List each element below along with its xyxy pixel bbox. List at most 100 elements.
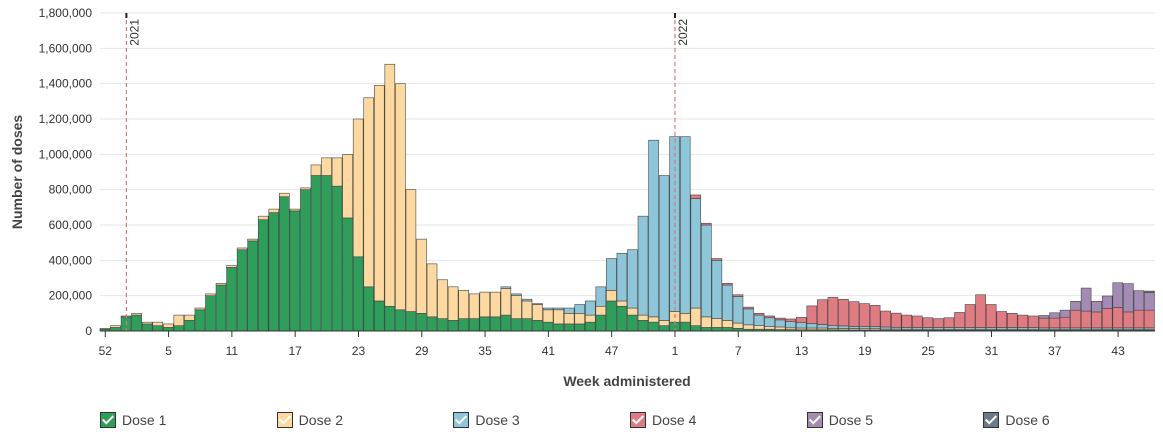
legend-item-dose-2[interactable]: Dose 2	[276, 408, 454, 432]
bar-dose-3[interactable]	[774, 319, 786, 328]
bar-dose-2[interactable]	[584, 314, 596, 323]
bar-dose-1[interactable]	[658, 325, 670, 332]
bar-dose-2[interactable]	[279, 192, 290, 198]
bar-dose-4[interactable]	[943, 317, 955, 328]
bar-dose-2[interactable]	[679, 313, 691, 323]
legend-item-dose-1[interactable]: Dose 1	[100, 408, 277, 432]
bar-dose-1[interactable]	[595, 314, 607, 332]
checkbox-icon[interactable]	[630, 412, 647, 428]
bar-dose-3[interactable]	[701, 224, 712, 318]
bar-dose-4[interactable]	[701, 222, 712, 226]
bar-dose-2[interactable]	[616, 300, 628, 307]
bar-dose-2[interactable]	[658, 320, 670, 326]
bar-dose-1[interactable]	[690, 325, 702, 332]
bar-dose-2[interactable]	[331, 157, 343, 187]
bar-dose-4[interactable]	[1080, 310, 1092, 329]
bar-dose-2[interactable]	[342, 154, 353, 219]
bar-dose-5[interactable]	[1080, 287, 1092, 312]
bar-dose-3[interactable]	[753, 314, 765, 327]
bar-dose-1[interactable]	[352, 256, 364, 332]
bar-dose-1[interactable]	[722, 327, 733, 332]
bar-dose-2[interactable]	[363, 97, 374, 288]
bar-dose-1[interactable]	[184, 320, 195, 332]
bar-dose-4[interactable]	[806, 305, 818, 324]
bar-dose-2[interactable]	[595, 305, 607, 316]
bar-dose-2[interactable]	[764, 326, 775, 330]
bar-dose-1[interactable]	[711, 327, 723, 332]
bar-dose-3[interactable]	[711, 260, 723, 319]
bar-dose-4[interactable]	[1017, 314, 1029, 328]
bar-dose-1[interactable]	[447, 320, 459, 332]
bar-dose-2[interactable]	[553, 309, 564, 325]
bar-dose-1[interactable]	[426, 316, 438, 332]
bar-dose-2[interactable]	[416, 238, 427, 314]
bar-dose-4[interactable]	[722, 282, 733, 286]
bar-dose-5[interactable]	[1144, 292, 1155, 311]
bar-dose-3[interactable]	[584, 300, 596, 316]
bar-dose-4[interactable]	[743, 306, 754, 310]
checkbox-icon[interactable]	[983, 412, 1000, 428]
bar-dose-4[interactable]	[774, 317, 786, 321]
bar-dose-3[interactable]	[648, 139, 659, 318]
bar-dose-2[interactable]	[458, 290, 469, 319]
bar-dose-3[interactable]	[553, 307, 564, 311]
checkbox-icon[interactable]	[276, 412, 293, 428]
bar-dose-1[interactable]	[289, 210, 301, 332]
bar-dose-1[interactable]	[679, 321, 691, 332]
bar-dose-3[interactable]	[859, 326, 870, 329]
bar-dose-3[interactable]	[658, 175, 670, 321]
bar-dose-3[interactable]	[679, 136, 691, 314]
bar-dose-1[interactable]	[257, 219, 269, 332]
bar-dose-3[interactable]	[869, 326, 881, 329]
bar-dose-3[interactable]	[521, 298, 533, 302]
bar-dose-2[interactable]	[490, 291, 501, 318]
bar-dose-1[interactable]	[110, 327, 121, 332]
legend-item-dose-3[interactable]: Dose 3	[453, 408, 630, 432]
bar-dose-4[interactable]	[880, 310, 891, 328]
bar-dose-1[interactable]	[648, 321, 659, 332]
bar-dose-2[interactable]	[405, 189, 417, 312]
bar-dose-2[interactable]	[511, 295, 522, 319]
bar-dose-4[interactable]	[838, 299, 849, 327]
bar-dose-3[interactable]	[690, 198, 702, 309]
bar-dose-3[interactable]	[880, 326, 891, 330]
bar-dose-1[interactable]	[490, 316, 501, 332]
bar-dose-1[interactable]	[500, 314, 512, 332]
bar-dose-2[interactable]	[574, 313, 585, 325]
bar-dose-2[interactable]	[236, 247, 248, 251]
checkbox-icon[interactable]	[453, 412, 470, 428]
bar-dose-1[interactable]	[437, 318, 448, 332]
bar-dose-2[interactable]	[774, 326, 786, 330]
bar-dose-4[interactable]	[890, 312, 902, 328]
bar-dose-3[interactable]	[532, 303, 543, 305]
bar-dose-3[interactable]	[574, 304, 585, 314]
bar-dose-4[interactable]	[1038, 317, 1050, 329]
bar-dose-2[interactable]	[184, 314, 195, 321]
bar-dose-4[interactable]	[901, 314, 913, 328]
bar-dose-4[interactable]	[964, 304, 976, 328]
bar-dose-4[interactable]	[996, 311, 1007, 328]
bar-dose-5[interactable]	[1133, 290, 1145, 311]
bar-dose-1[interactable]	[606, 300, 617, 332]
bar-dose-5[interactable]	[1123, 283, 1134, 313]
bar-dose-2[interactable]	[743, 324, 754, 330]
bar-dose-4[interactable]	[1112, 307, 1124, 329]
bar-dose-3[interactable]	[616, 252, 628, 302]
bar-dose-1[interactable]	[300, 189, 311, 332]
bar-dose-2[interactable]	[110, 325, 121, 328]
bar-dose-1[interactable]	[405, 311, 417, 332]
bar-dose-2[interactable]	[289, 208, 301, 212]
checkbox-icon[interactable]	[100, 412, 116, 428]
bar-dose-2[interactable]	[300, 187, 311, 190]
bar-dose-1[interactable]	[141, 323, 153, 332]
bar-dose-1[interactable]	[236, 249, 248, 332]
bar-dose-1[interactable]	[511, 318, 522, 332]
bar-dose-3[interactable]	[500, 286, 512, 289]
bar-dose-1[interactable]	[163, 327, 174, 332]
bar-dose-3[interactable]	[606, 258, 617, 291]
bar-dose-4[interactable]	[1028, 315, 1039, 328]
bar-dose-2[interactable]	[215, 282, 227, 286]
bar-dose-2[interactable]	[532, 304, 543, 321]
bar-dose-2[interactable]	[690, 307, 702, 326]
bar-dose-1[interactable]	[616, 305, 628, 332]
